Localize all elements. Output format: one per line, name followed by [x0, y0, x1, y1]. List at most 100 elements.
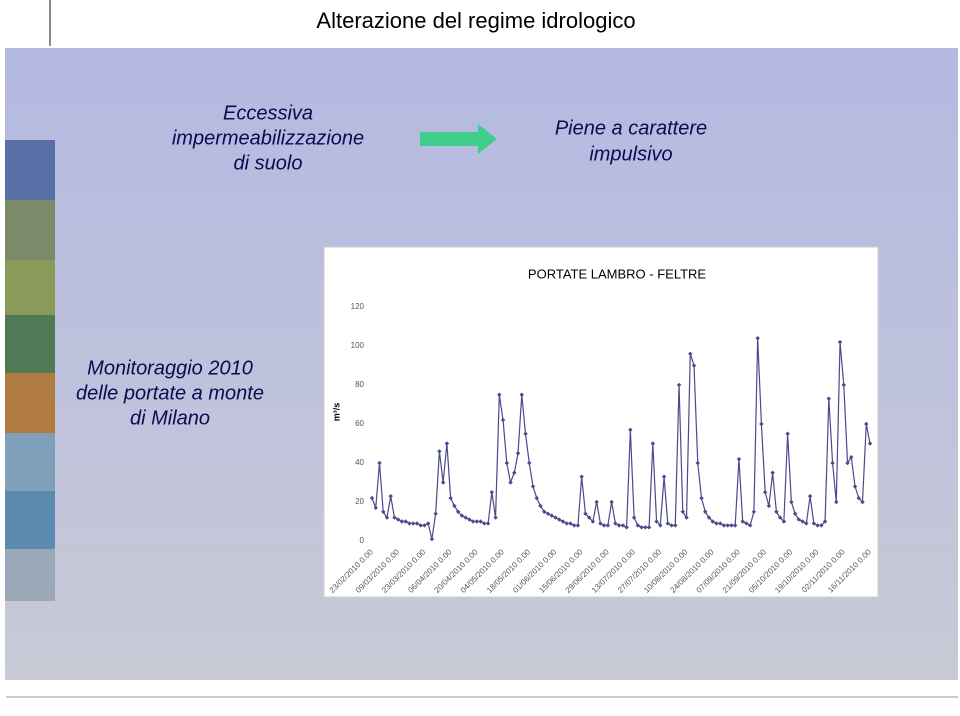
marker — [815, 523, 820, 528]
marker — [590, 519, 596, 524]
marker — [534, 495, 539, 501]
marker — [789, 499, 794, 505]
marker — [650, 441, 656, 446]
marker — [721, 523, 727, 528]
marker — [500, 417, 506, 423]
marker — [643, 525, 648, 530]
marker — [770, 470, 775, 475]
marker — [403, 519, 408, 524]
y-tick-label: 100 — [351, 341, 365, 350]
marker — [538, 503, 543, 509]
marker — [497, 392, 502, 397]
marker — [777, 515, 783, 520]
marker — [448, 495, 453, 501]
marker — [519, 392, 524, 397]
marker — [733, 523, 738, 528]
marker — [867, 441, 873, 446]
marker — [410, 521, 416, 526]
y-tick-label: 0 — [360, 536, 365, 545]
marker — [571, 523, 577, 528]
marker — [399, 519, 405, 524]
marker — [459, 513, 465, 518]
marker — [658, 523, 663, 528]
marker — [864, 421, 869, 427]
marker — [676, 382, 682, 388]
marker — [751, 509, 757, 514]
marker — [837, 339, 843, 345]
marker — [523, 431, 528, 436]
monitoring-line: di Milano — [130, 407, 210, 429]
marker — [774, 509, 779, 514]
marker — [474, 519, 480, 524]
marker — [800, 519, 805, 524]
marker — [545, 511, 551, 516]
marker — [856, 495, 861, 501]
marker — [620, 523, 626, 528]
marker — [725, 523, 730, 528]
marker — [781, 519, 787, 524]
marker — [433, 511, 438, 516]
marker — [669, 523, 674, 528]
marker — [834, 499, 839, 505]
marker — [553, 515, 558, 520]
marker — [437, 449, 442, 454]
marker — [830, 460, 835, 466]
marker — [766, 503, 772, 509]
marker — [819, 523, 824, 528]
marker — [549, 513, 554, 518]
marker — [807, 493, 813, 499]
y-tick-label: 120 — [351, 302, 365, 311]
marker — [740, 519, 745, 524]
marker — [377, 460, 382, 466]
marker — [583, 511, 588, 516]
marker — [418, 523, 423, 528]
marker — [624, 525, 629, 530]
marker — [845, 460, 850, 466]
marker — [744, 521, 749, 526]
marker — [508, 480, 513, 485]
marker — [504, 460, 509, 466]
marker — [485, 521, 491, 526]
marker — [605, 523, 611, 528]
marker — [388, 493, 393, 499]
marker — [785, 431, 790, 436]
marker — [804, 521, 809, 526]
marker — [688, 351, 693, 356]
marker — [467, 517, 472, 522]
marker — [489, 490, 495, 495]
marker — [661, 474, 667, 479]
marker — [718, 521, 723, 526]
marker — [396, 517, 401, 522]
marker — [463, 515, 468, 520]
marker — [381, 509, 386, 514]
marker — [478, 519, 483, 524]
marker — [703, 509, 708, 514]
photo-strip — [5, 140, 55, 601]
marker — [594, 499, 599, 505]
marker — [849, 454, 854, 460]
marker — [635, 523, 641, 528]
marker — [826, 396, 832, 401]
marker — [673, 523, 678, 528]
marker — [699, 495, 704, 501]
marker — [530, 484, 536, 489]
y-tick-label: 80 — [355, 380, 364, 389]
marker — [792, 511, 798, 516]
marker — [714, 521, 719, 526]
marker — [542, 509, 547, 514]
effect-line: impulsivo — [589, 143, 672, 165]
marker — [598, 521, 603, 526]
marker — [564, 521, 569, 526]
effect-line: Piene a carattere — [555, 117, 707, 139]
marker — [665, 521, 671, 526]
marker — [616, 523, 622, 528]
marker — [691, 363, 697, 368]
marker — [392, 515, 397, 520]
marker — [369, 495, 375, 501]
marker — [429, 536, 435, 542]
marker — [373, 505, 378, 511]
marker — [796, 517, 802, 522]
marker — [762, 490, 768, 495]
marker — [759, 421, 764, 427]
